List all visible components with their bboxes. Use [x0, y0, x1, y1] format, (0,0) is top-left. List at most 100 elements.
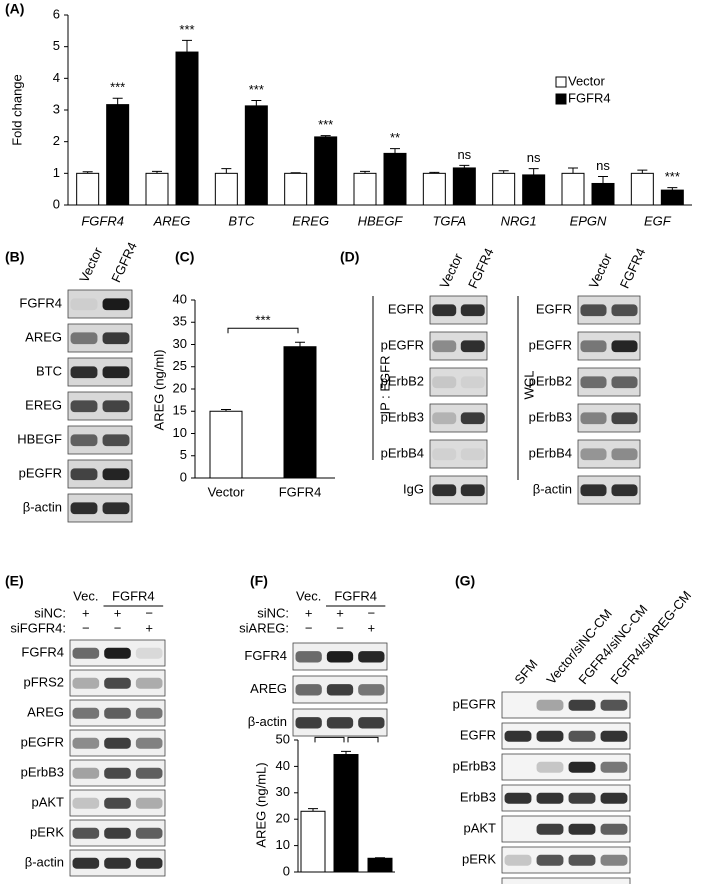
- y-axis-label: AREG (ng/ml): [151, 350, 166, 431]
- lane-label: Vector: [586, 250, 615, 290]
- lane-label: FGFR4: [108, 240, 140, 285]
- blot-band: [358, 684, 385, 696]
- bar: [367, 857, 393, 873]
- y-tick-label: 5: [180, 447, 187, 462]
- blot-band: [295, 684, 322, 696]
- significance-label: ***: [249, 82, 264, 97]
- blot-band: [135, 737, 163, 749]
- blot-band: [432, 304, 457, 317]
- treatment-sign: +: [145, 620, 153, 635]
- blot-band: [70, 298, 98, 311]
- blot-band: [568, 854, 596, 866]
- blot-band: [504, 730, 532, 742]
- y-tick-label: 40: [276, 758, 290, 773]
- bar: [591, 182, 615, 206]
- blot-row-label: pErbB2: [381, 373, 424, 388]
- legend-swatch: [555, 93, 567, 105]
- blot-band: [135, 827, 163, 839]
- treatment-sign: +: [368, 620, 376, 635]
- bar: [214, 172, 238, 206]
- legend-label: Vector: [568, 73, 606, 88]
- blot-band: [102, 366, 130, 379]
- y-tick-label: 0: [53, 196, 60, 211]
- blot-band: [536, 699, 564, 711]
- blot-band: [326, 684, 354, 696]
- y-axis-label: AREG (ng/mL): [253, 762, 268, 847]
- blot-band: [580, 412, 607, 425]
- blot-band: [432, 484, 457, 497]
- blot-band: [600, 730, 628, 742]
- blot-band: [102, 400, 130, 413]
- blot-row-label: IgG: [403, 481, 424, 496]
- blot-row-label: pErbB4: [529, 445, 572, 460]
- blot-band: [600, 761, 628, 773]
- blot-row-label: EGFR: [536, 301, 572, 316]
- blot-row-label: ErbB3: [460, 789, 496, 804]
- blot-row-label: pERK: [30, 824, 64, 839]
- blot-band: [135, 707, 163, 719]
- blot-row-label: FGFR4: [244, 648, 287, 663]
- error-bar: [667, 187, 678, 191]
- y-tick-label: 25: [173, 358, 187, 373]
- blot-row-label: pEGFR: [381, 337, 424, 352]
- blot-band: [135, 767, 163, 779]
- blot-band: [72, 857, 100, 869]
- blot-band: [568, 761, 596, 773]
- blot-band: [72, 767, 100, 779]
- bar: [630, 172, 654, 206]
- y-tick-label: 5: [53, 38, 60, 53]
- bar: [492, 172, 516, 206]
- blot-row-label: pAKT: [31, 794, 64, 809]
- significance-label: ns: [457, 147, 471, 162]
- significance-label: ***: [110, 80, 125, 95]
- x-tick-label: EGF: [644, 213, 672, 228]
- blot-band: [504, 854, 532, 866]
- blot-band: [72, 827, 100, 839]
- blot-band: [70, 366, 98, 379]
- bar: [145, 172, 169, 206]
- y-axis-label: Fold change: [9, 74, 24, 146]
- bar: [284, 172, 308, 206]
- y-tick-label: 15: [173, 403, 187, 418]
- significance-label: **: [390, 130, 400, 145]
- blot-band: [460, 376, 485, 389]
- blot-row-label: pErbB4: [381, 445, 424, 460]
- blot-band: [611, 376, 638, 389]
- blot-band: [70, 502, 98, 515]
- y-tick-label: 4: [53, 70, 60, 85]
- blot-row-label: FGFR4: [21, 644, 64, 659]
- panel-label: (G): [455, 573, 475, 589]
- y-tick-label: 20: [276, 811, 290, 826]
- treatment-label: siFGFR4:: [10, 620, 66, 635]
- blot-band: [104, 857, 131, 869]
- blot-band: [104, 827, 131, 839]
- blot-band: [102, 502, 130, 515]
- error-bar: [429, 171, 440, 174]
- lane-label: Vector: [76, 244, 105, 284]
- blot-strip: [501, 877, 631, 884]
- blot-band: [102, 332, 130, 345]
- blot-band: [460, 412, 485, 425]
- bar: [283, 346, 317, 479]
- error-bar: [360, 170, 370, 174]
- blot-strip: [429, 367, 488, 397]
- blot-band: [295, 651, 322, 663]
- blot-strip: [429, 439, 488, 469]
- bar: [300, 810, 326, 873]
- blot-band: [580, 448, 607, 461]
- treatment-sign: −: [336, 620, 344, 635]
- blot-band: [326, 717, 354, 729]
- error-bar: [528, 168, 539, 175]
- x-tick-label: HBEGF: [358, 213, 404, 228]
- blot-band: [135, 857, 163, 869]
- legend-label: FGFR4: [568, 90, 611, 105]
- blot-row-label: β-actin: [457, 882, 496, 884]
- bar: [106, 104, 130, 206]
- blot-band: [568, 792, 596, 804]
- treatment-sign: −: [305, 620, 313, 635]
- bar: [209, 410, 243, 479]
- blot-row-label: FGFR4: [19, 295, 62, 310]
- bar: [561, 172, 585, 206]
- blot-band: [580, 484, 607, 497]
- treatment-sign: −: [82, 620, 90, 635]
